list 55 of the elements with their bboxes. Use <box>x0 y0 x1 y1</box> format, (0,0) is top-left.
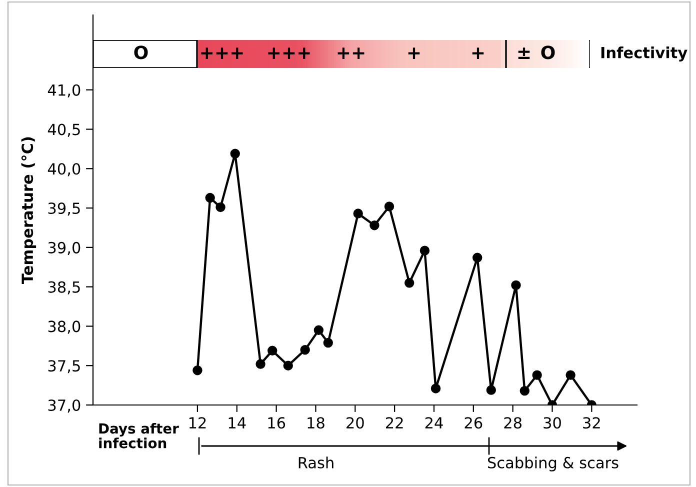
annotation: +++ <box>201 48 243 59</box>
x-tick-label: 28 <box>504 417 522 429</box>
x-axis-title: Days after infection <box>99 422 179 448</box>
point <box>205 192 215 203</box>
y-tick-label: 40,0 <box>48 163 80 176</box>
point <box>511 280 521 290</box>
x-tick-label: 14 <box>228 417 246 428</box>
point <box>370 220 380 230</box>
annotation: + <box>408 48 420 59</box>
point <box>384 202 394 212</box>
point <box>192 365 202 376</box>
y-tick-label: 37,5 <box>48 360 80 374</box>
x-tick-label: 24 <box>425 417 443 428</box>
annotation: O <box>134 46 148 60</box>
y-tick-label: 38,0 <box>48 320 80 334</box>
point <box>230 148 240 159</box>
x-tick-label: 30 <box>544 417 561 429</box>
point <box>300 344 310 355</box>
x-tick-label: 32 <box>583 417 600 429</box>
point <box>472 252 482 263</box>
point <box>532 370 542 380</box>
point <box>520 386 530 396</box>
point <box>216 202 226 212</box>
y-axis-title: Temperature (°C) <box>21 137 36 284</box>
x-tick-label: 26 <box>464 417 482 429</box>
point <box>256 359 266 369</box>
annotation: O <box>541 46 555 60</box>
point <box>404 278 414 288</box>
x-tick-label: 16 <box>268 417 286 429</box>
x-tick-label: 18 <box>308 417 324 429</box>
y-tick-label: 37,0 <box>48 399 80 413</box>
y-tick-label: 39,5 <box>48 202 80 216</box>
text: Rash <box>298 456 334 468</box>
y-tick-label: 38,5 <box>48 281 80 294</box>
y-tick-label: 39,0 <box>48 242 80 256</box>
x-tick-label: 22 <box>386 417 403 428</box>
text: Scabbing & scars <box>488 456 618 472</box>
annotation: Infectivity <box>601 46 688 62</box>
point <box>323 338 334 348</box>
annotation: ± <box>518 48 530 59</box>
point <box>430 384 441 394</box>
y-tick-label: 41,0 <box>48 84 80 98</box>
point <box>566 370 576 380</box>
annotation: + <box>472 48 484 59</box>
point <box>283 360 293 370</box>
y-tick-label: 40,5 <box>48 124 80 137</box>
point <box>314 325 324 336</box>
point <box>420 246 430 256</box>
x-tick-label: 20 <box>346 417 364 429</box>
annotation: +++ <box>268 48 310 59</box>
point <box>486 385 496 395</box>
point <box>268 346 278 356</box>
annotation: ++ <box>338 48 364 59</box>
x-tick-label: 12 <box>189 417 206 428</box>
point <box>353 208 363 218</box>
